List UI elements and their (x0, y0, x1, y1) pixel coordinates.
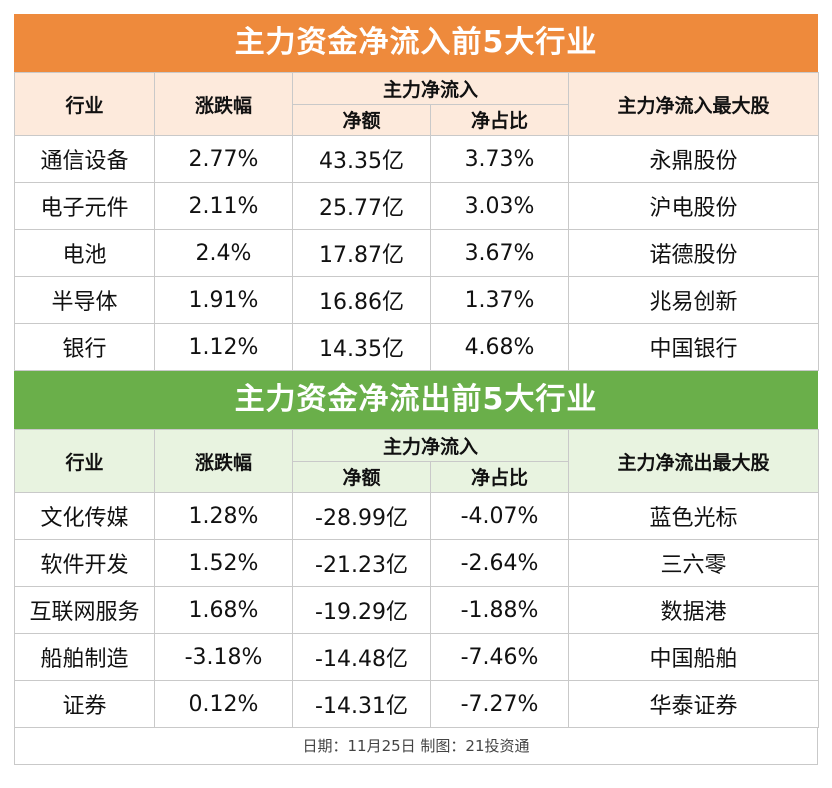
table-row: 银行 1.12% 14.35亿 4.68% 中国银行 (14, 323, 820, 371)
industry-cell: 船舶制造 (14, 633, 155, 681)
footer-credit: 日期：11月25日 制图：21投资通 (14, 728, 818, 765)
header-industry: 行业 (14, 429, 155, 493)
top-stock-cell: 沪电股份 (568, 182, 820, 230)
net-ratio-cell: -7.27% (429, 680, 570, 728)
outflow-title: 主力资金净流出前5大行业 (14, 371, 818, 429)
industry-cell: 半导体 (14, 276, 155, 324)
net-amount-cell: -21.23亿 (292, 539, 431, 587)
top-stock-cell: 兆易创新 (568, 276, 820, 324)
header-top-stock: 主力净流出最大股 (568, 429, 820, 493)
net-amount-cell: 16.86亿 (292, 276, 431, 324)
table-row: 船舶制造 -3.18% -14.48亿 -7.46% 中国船舶 (14, 633, 820, 681)
header-net-amount: 净额 (292, 460, 431, 493)
outflow-table: 行业 涨跌幅 主力净流入 主力净流出最大股 净额 净占比 文化传媒 1.28% … (14, 429, 820, 728)
table-row: 软件开发 1.52% -21.23亿 -2.64% 三六零 (14, 539, 820, 587)
top-stock-cell: 诺德股份 (568, 229, 820, 277)
net-amount-cell: -14.48亿 (292, 633, 431, 681)
change-cell: 2.4% (154, 229, 293, 277)
industry-cell: 软件开发 (14, 539, 155, 587)
industry-cell: 通信设备 (14, 135, 155, 183)
header-main-flow: 主力净流入 (291, 72, 570, 105)
net-amount-cell: -28.99亿 (292, 492, 431, 540)
table-row: 证券 0.12% -14.31亿 -7.27% 华泰证券 (14, 680, 820, 728)
table-row: 文化传媒 1.28% -28.99亿 -4.07% 蓝色光标 (14, 492, 820, 540)
top-stock-cell: 永鼎股份 (568, 135, 820, 183)
net-amount-cell: -19.29亿 (292, 586, 431, 634)
header-main-flow: 主力净流入 (291, 429, 570, 462)
net-amount-cell: 43.35亿 (292, 135, 431, 183)
net-ratio-cell: -2.64% (429, 539, 570, 587)
top-stock-cell: 中国银行 (568, 323, 820, 371)
header-top-stock: 主力净流入最大股 (568, 72, 820, 136)
top-stock-cell: 三六零 (568, 539, 820, 587)
top-stock-cell: 数据港 (568, 586, 820, 634)
net-ratio-cell: -4.07% (429, 492, 570, 540)
header-industry: 行业 (14, 72, 155, 136)
change-cell: 2.77% (154, 135, 293, 183)
industry-cell: 证券 (14, 680, 155, 728)
header-net-ratio: 净占比 (429, 460, 570, 493)
top-stock-cell: 华泰证券 (568, 680, 820, 728)
net-amount-cell: 25.77亿 (292, 182, 431, 230)
table-row: 半导体 1.91% 16.86亿 1.37% 兆易创新 (14, 276, 820, 324)
header-net-amount: 净额 (292, 103, 431, 136)
change-cell: 1.28% (154, 492, 293, 540)
net-ratio-cell: 4.68% (429, 323, 570, 371)
net-ratio-cell: 3.67% (429, 229, 570, 277)
net-amount-cell: -14.31亿 (292, 680, 431, 728)
industry-cell: 互联网服务 (14, 586, 155, 634)
table-row: 通信设备 2.77% 43.35亿 3.73% 永鼎股份 (14, 135, 820, 183)
net-ratio-cell: -7.46% (429, 633, 570, 681)
top-stock-cell: 中国船舶 (568, 633, 820, 681)
header-change: 涨跌幅 (154, 72, 293, 136)
net-ratio-cell: 3.03% (429, 182, 570, 230)
net-ratio-cell: 3.73% (429, 135, 570, 183)
change-cell: 1.68% (154, 586, 293, 634)
change-cell: 0.12% (154, 680, 293, 728)
change-cell: 1.12% (154, 323, 293, 371)
fund-flow-report: 主力资金净流入前5大行业 行业 涨跌幅 主力净流入 主力净流入最大股 净额 净占… (14, 14, 820, 765)
change-cell: 1.52% (154, 539, 293, 587)
change-cell: 1.91% (154, 276, 293, 324)
top-stock-cell: 蓝色光标 (568, 492, 820, 540)
table-row: 电池 2.4% 17.87亿 3.67% 诺德股份 (14, 229, 820, 277)
industry-cell: 银行 (14, 323, 155, 371)
net-ratio-cell: 1.37% (429, 276, 570, 324)
industry-cell: 电池 (14, 229, 155, 277)
table-row: 互联网服务 1.68% -19.29亿 -1.88% 数据港 (14, 586, 820, 634)
inflow-title: 主力资金净流入前5大行业 (14, 14, 818, 72)
industry-cell: 电子元件 (14, 182, 155, 230)
net-amount-cell: 14.35亿 (292, 323, 431, 371)
table-row: 电子元件 2.11% 25.77亿 3.03% 沪电股份 (14, 182, 820, 230)
net-ratio-cell: -1.88% (429, 586, 570, 634)
header-change: 涨跌幅 (154, 429, 293, 493)
industry-cell: 文化传媒 (14, 492, 155, 540)
change-cell: -3.18% (154, 633, 293, 681)
inflow-table: 行业 涨跌幅 主力净流入 主力净流入最大股 净额 净占比 通信设备 2.77% … (14, 72, 820, 371)
header-net-ratio: 净占比 (429, 103, 570, 136)
net-amount-cell: 17.87亿 (292, 229, 431, 277)
change-cell: 2.11% (154, 182, 293, 230)
